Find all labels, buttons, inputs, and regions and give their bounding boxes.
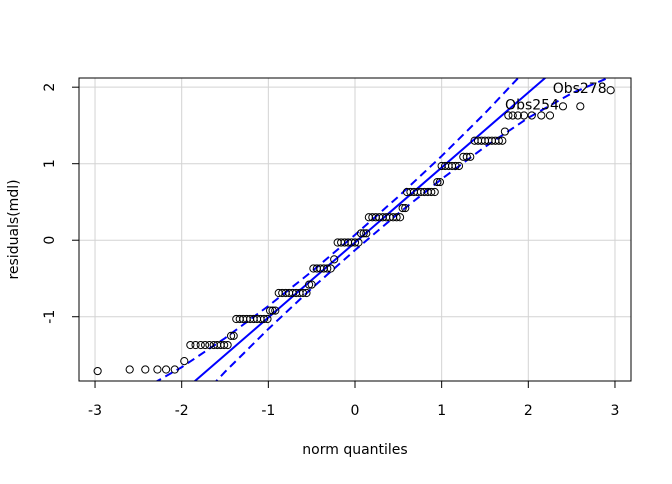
data-point <box>125 365 134 374</box>
data-point <box>451 161 460 171</box>
data-point <box>359 229 368 238</box>
data-point <box>93 366 102 376</box>
data-point <box>354 238 363 247</box>
data-point <box>298 288 308 298</box>
envelope-upper <box>155 78 520 381</box>
data-point <box>508 111 517 120</box>
data-point <box>330 255 339 264</box>
data-point <box>398 203 407 213</box>
x-tick-label: 2 <box>524 403 533 419</box>
data-point <box>191 340 200 350</box>
data-point <box>196 340 205 350</box>
data-point <box>326 264 335 273</box>
data-point <box>263 314 272 324</box>
data-point <box>271 306 280 315</box>
y-tick-label: 2 <box>42 83 58 92</box>
x-tick-label: 1 <box>437 403 446 419</box>
data-point <box>427 187 436 197</box>
y-tick-label: -1 <box>42 310 58 324</box>
data-point <box>519 111 529 120</box>
data-point <box>226 331 236 340</box>
x-tick-label: -2 <box>175 403 189 419</box>
data-point <box>229 331 238 340</box>
data-point <box>307 280 316 289</box>
data-point <box>141 365 150 374</box>
data-point <box>302 288 311 298</box>
data-point <box>180 357 189 366</box>
data-point <box>401 203 410 213</box>
data-point <box>430 187 439 197</box>
data-point <box>500 127 510 136</box>
data-point <box>362 229 371 238</box>
x-tick-label: -3 <box>88 403 102 419</box>
data-point <box>223 340 232 350</box>
data-point <box>498 136 507 145</box>
data-point <box>265 306 275 315</box>
data-point <box>392 213 401 222</box>
data-point <box>200 340 210 350</box>
data-point <box>186 340 195 350</box>
data-point <box>220 340 229 350</box>
data-point <box>494 136 503 145</box>
data-point <box>433 177 442 187</box>
point-annotation: Obs278 <box>553 81 607 97</box>
data-point <box>558 102 568 111</box>
x-tick-label: -1 <box>261 403 275 419</box>
data-point <box>545 111 555 120</box>
data-point <box>350 238 360 247</box>
data-point <box>304 280 314 289</box>
envelope-lower <box>214 78 611 381</box>
plot-frame <box>78 77 632 382</box>
data-point <box>356 229 366 238</box>
data-point <box>153 365 162 374</box>
data-point <box>513 111 523 120</box>
data-point <box>537 111 546 120</box>
data-point <box>435 177 445 187</box>
y-tick-label: 1 <box>42 159 58 168</box>
data-point <box>161 365 171 374</box>
x-tick-label: 3 <box>611 403 620 419</box>
y-tick-label: 0 <box>42 236 58 245</box>
x-tick-label: 0 <box>351 403 360 419</box>
data-point <box>268 306 277 315</box>
data-point <box>205 340 214 350</box>
data-point <box>170 365 179 374</box>
data-point <box>259 314 269 324</box>
data-point <box>606 86 615 95</box>
data-point <box>527 111 536 120</box>
point-annotation: Obs254 <box>505 97 559 113</box>
data-point <box>395 213 405 222</box>
data-point <box>323 264 332 273</box>
x-axis-label: norm quantiles <box>302 442 407 458</box>
data-point <box>454 161 464 171</box>
data-point <box>462 152 471 161</box>
data-point <box>504 111 513 120</box>
y-axis-label: residuals(mdl) <box>6 179 22 279</box>
data-point <box>466 152 475 161</box>
data-point <box>576 102 585 111</box>
